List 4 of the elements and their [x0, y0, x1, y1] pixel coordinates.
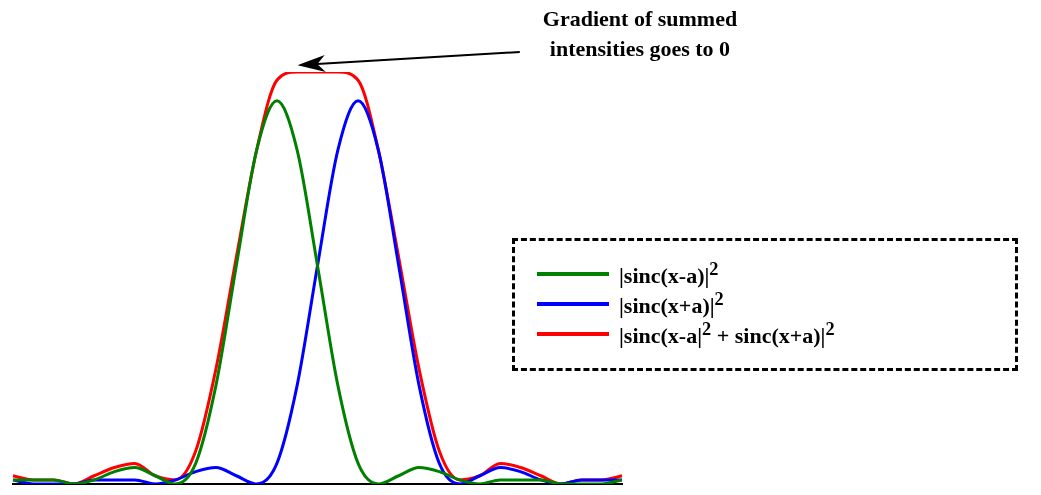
legend-label: |sinc(x-a)|$^{2}$	[619, 258, 719, 290]
legend-label: |sinc(x+a)|$^{2}$	[619, 288, 724, 320]
text: Gradient of summed intensities goes to 0	[541, 5, 739, 63]
legend-label: |sinc(x-a|$^{2}$ + sinc(x+a)|$^{2}$	[619, 318, 835, 350]
